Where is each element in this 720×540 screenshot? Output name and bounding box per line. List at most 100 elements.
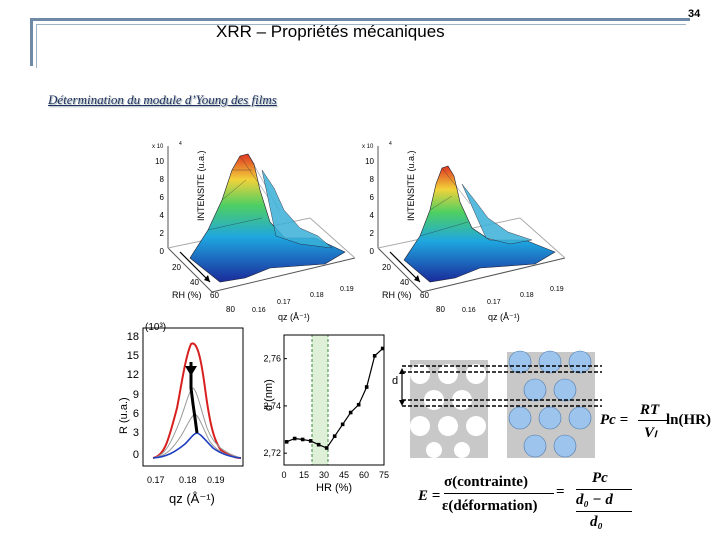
section-subtitle: Détermination du module d’Young des film… — [48, 92, 277, 107]
svg-text:0.17: 0.17 — [277, 299, 291, 306]
svg-text:40: 40 — [400, 278, 409, 287]
pores-wet — [508, 350, 592, 458]
plot2-zscale: x 10 — [362, 144, 374, 150]
svg-text:40: 40 — [190, 278, 199, 287]
plot2-rh-label: RH (%) — [382, 290, 412, 300]
svg-text:0.18: 0.18 — [179, 475, 197, 485]
svg-text:0: 0 — [160, 247, 165, 256]
plot2-zlabel: INTENSITE (u.a.) — [406, 150, 416, 221]
page-number: 34 — [688, 8, 701, 20]
pc-numerator: RT — [640, 402, 660, 418]
svg-text:0: 0 — [133, 449, 139, 461]
e-numerator2: Pc — [592, 470, 608, 486]
d-xtick-label: 75 — [379, 470, 389, 480]
svg-text:20: 20 — [382, 263, 391, 272]
surface-plot-2: x 10 4 INTENSITE (u.a.) 10 8 6 4 2 0 20 … — [362, 141, 566, 322]
e-numerator: σ(contrainte) — [444, 474, 528, 490]
young-modulus-formula: E = σ(contrainte) ε(déformation) = Pc d₀… — [418, 470, 638, 536]
svg-text:18: 18 — [127, 331, 139, 343]
svg-text:4: 4 — [370, 211, 375, 220]
reflect-ylabel: R (u.a.) — [118, 397, 130, 434]
header-frame-left — [30, 18, 33, 66]
porous-film-schematic: d — [392, 350, 602, 458]
curve-high — [152, 342, 242, 459]
reflect-yticks: 18 15 12 9 6 3 0 — [127, 331, 139, 461]
d-spacing-label: d — [392, 375, 398, 387]
d-xtick-label: 30 — [319, 470, 329, 480]
pc-fraction-bar — [638, 420, 668, 421]
svg-text:80: 80 — [436, 305, 445, 314]
plot1-qz-label: qz (Å⁻¹) — [278, 312, 310, 322]
surface-plot-1: x 10 4 INTENSITE (u.a.) 10 8 6 4 2 0 20 … — [152, 141, 356, 322]
pc-lhs: Pc = — [600, 412, 629, 428]
reflect-xlabel: qz (Å⁻¹) — [169, 491, 215, 506]
svg-text:0.17: 0.17 — [147, 475, 165, 485]
svg-text:0.16: 0.16 — [462, 307, 476, 314]
reflectivity-plot: (10³) 18 15 12 9 6 3 0 R (u.a.) 0.17 0.1… — [105, 318, 250, 518]
e-fraction-bar — [444, 493, 554, 494]
page-title: XRR – Propriétés mécaniques — [216, 22, 445, 41]
svg-text:0.19: 0.19 — [207, 475, 225, 485]
curve-mid — [152, 387, 242, 459]
d-chart-frame — [283, 334, 385, 466]
svg-text:0.18: 0.18 — [310, 292, 324, 299]
plot2-zticks: 10 8 6 4 2 0 — [365, 157, 374, 256]
svg-text:0.18: 0.18 — [520, 292, 534, 299]
svg-text:6: 6 — [160, 193, 165, 202]
svg-text:60: 60 — [210, 291, 219, 300]
svg-text:10: 10 — [155, 157, 164, 166]
plot2-qz-ticks: 0.16 0.17 0.18 0.19 — [462, 286, 564, 314]
header-frame-top-inner — [36, 24, 686, 25]
d-xtick-label: 0 — [281, 470, 286, 480]
pores-dry — [410, 364, 486, 458]
svg-text:6: 6 — [370, 193, 375, 202]
plot1-qz-ticks: 0.16 0.17 0.18 0.19 — [252, 286, 354, 314]
d-ylabel: d (nm) — [263, 379, 275, 411]
svg-text:8: 8 — [370, 175, 375, 184]
d-trend-line — [286, 348, 384, 449]
svg-text:12: 12 — [127, 369, 139, 381]
plot1-zticks: 10 8 6 4 2 0 — [155, 157, 164, 256]
plot2-qz-label: qz (Å⁻¹) — [488, 312, 520, 322]
pc-function: ln(HR) — [666, 412, 711, 428]
svg-text:6: 6 — [133, 408, 139, 420]
svg-text:0: 0 — [370, 247, 375, 256]
svg-text:2: 2 — [370, 229, 375, 238]
svg-text:8: 8 — [160, 175, 165, 184]
svg-text:60: 60 — [420, 291, 429, 300]
e-lhs: E = — [418, 488, 441, 504]
d-xtick-label: 15 — [299, 470, 309, 480]
plot1-zlabel: INTENSITE (u.a.) — [196, 150, 206, 221]
e-fraction-bar3 — [576, 511, 632, 512]
header-frame-top — [30, 18, 690, 21]
plot1-rh-ticks: 20 40 60 80 — [172, 263, 235, 314]
svg-text:80: 80 — [226, 305, 235, 314]
d-ytick-label: 2,72 — [263, 448, 281, 458]
svg-text:0.16: 0.16 — [252, 307, 266, 314]
plot1-zscale: x 10 — [152, 144, 164, 150]
d-ytick-label: 2,76 — [263, 354, 281, 364]
d-ytick-label: 2,74 — [263, 401, 281, 411]
svg-text:0.19: 0.19 — [340, 286, 354, 293]
plot2-rh-ticks: 20 40 60 80 — [382, 263, 445, 314]
svg-text:10: 10 — [365, 157, 374, 166]
svg-text:9: 9 — [133, 389, 139, 401]
svg-text:2: 2 — [160, 229, 165, 238]
svg-text:3: 3 — [133, 427, 139, 439]
e-denominator: ε(déformation) — [442, 498, 538, 514]
plot1-zexp: 4 — [179, 141, 182, 147]
d-xtick-label: 45 — [339, 470, 349, 480]
e-equals: = — [556, 484, 565, 500]
pc-formula: Pc = RT Vₗ ln(HR) — [600, 402, 720, 442]
svg-text:20: 20 — [172, 263, 181, 272]
header-frame-left-inner — [36, 24, 37, 68]
e-fraction-bar2 — [576, 489, 632, 490]
svg-text:4: 4 — [160, 211, 165, 220]
svg-text:15: 15 — [127, 350, 139, 362]
plot1-rh-label: RH (%) — [172, 290, 202, 300]
d-vs-hr-chart: 2,72 2,74 2,76 0 15 30 45 60 75 d (nm) HR (%) — [263, 334, 389, 494]
d-xtick-label: 60 — [359, 470, 369, 480]
reflect-scale: (10³) — [145, 322, 166, 333]
svg-text:0.17: 0.17 — [487, 299, 501, 306]
reflect-xticks: 0.17 0.18 0.19 — [147, 475, 225, 485]
